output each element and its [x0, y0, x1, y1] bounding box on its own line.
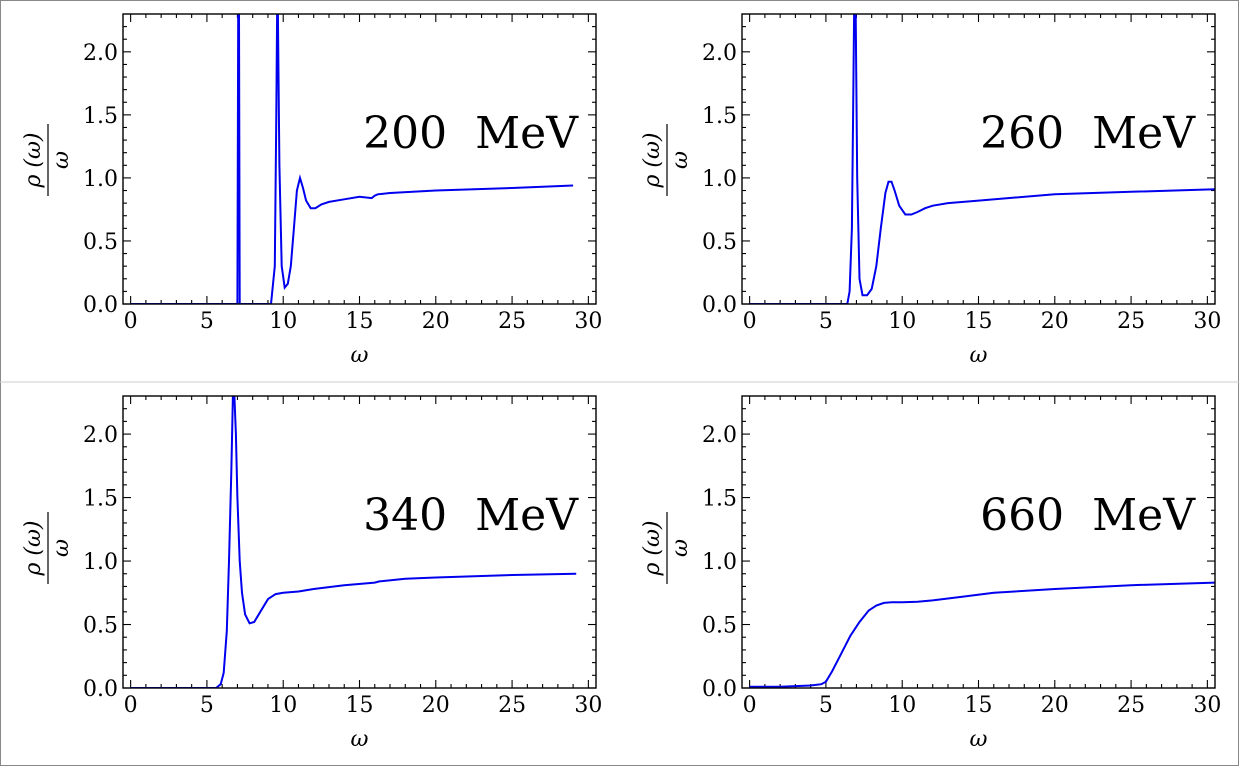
x-tick-label: 5	[819, 693, 833, 718]
temperature-label: 200 MeV	[363, 108, 579, 159]
x-tick-label: 15	[965, 309, 993, 334]
y-label-denominator: ω	[49, 539, 74, 557]
x-tick-label: 10	[269, 309, 297, 334]
y-label-numerator: ρ (ω)	[21, 520, 46, 576]
x-tick-label: 20	[422, 693, 450, 718]
y-tick-label: 2.0	[702, 423, 737, 448]
y-axis-label: ρ (ω) ω	[640, 512, 693, 584]
x-axis-label: ω	[351, 343, 369, 368]
plot-frame	[741, 13, 1216, 305]
x-tick-label: 0	[124, 309, 138, 334]
x-tick-label: 10	[269, 693, 297, 718]
temperature-label: 340 MeV	[363, 490, 579, 541]
y-tick-label: 1.0	[702, 550, 737, 575]
x-tick-label: 0	[124, 693, 138, 718]
y-tick-label: 2.0	[83, 423, 118, 448]
y-tick-label: 0.0	[702, 677, 737, 702]
series-line	[130, 396, 577, 688]
y-tick-label: 0.5	[702, 614, 737, 639]
y-axis-label: ρ (ω) ω	[21, 124, 74, 196]
x-axis-label: ω	[970, 343, 988, 368]
y-tick-label: 1.0	[83, 550, 118, 575]
x-tick-label: 25	[1117, 309, 1145, 334]
y-tick-label: 1.0	[83, 167, 118, 192]
x-tick-label: 30	[1193, 309, 1221, 334]
y-tick-label: 0.5	[83, 614, 118, 639]
y-tick-label: 0.0	[83, 293, 118, 318]
series-line	[749, 581, 1215, 688]
y-tick-label: 1.5	[702, 487, 737, 512]
y-label-denominator: ω	[668, 151, 693, 169]
plot-frame	[741, 395, 1216, 689]
x-tick-label: 15	[346, 693, 374, 718]
x-tick-label: 0	[743, 309, 757, 334]
y-tick-label: 0.5	[702, 230, 737, 255]
x-tick-label: 5	[819, 309, 833, 334]
x-tick-label: 10	[888, 693, 916, 718]
x-tick-label: 30	[1193, 693, 1221, 718]
x-tick-label: 0	[743, 693, 757, 718]
y-label-denominator: ω	[668, 539, 693, 557]
x-tick-label: 20	[1041, 309, 1069, 334]
x-tick-label: 5	[200, 309, 214, 334]
temperature-label: 260 MeV	[980, 108, 1196, 159]
temperature-label: 660 MeV	[980, 490, 1196, 541]
y-tick-label: 0.5	[83, 230, 118, 255]
y-tick-label: 2.0	[702, 41, 737, 66]
x-tick-label: 20	[1041, 693, 1069, 718]
x-tick-label: 25	[1117, 693, 1145, 718]
y-label-numerator: ρ (ω)	[21, 132, 46, 188]
x-tick-label: 25	[498, 693, 526, 718]
x-tick-label: 10	[888, 309, 916, 334]
series-line	[749, 14, 1215, 304]
y-label-numerator: ρ (ω)	[640, 132, 665, 188]
y-label-numerator: ρ (ω)	[640, 520, 665, 576]
plot-frame	[122, 13, 597, 305]
y-tick-label: 1.5	[83, 487, 118, 512]
y-tick-label: 1.5	[702, 104, 737, 129]
x-axis-label: ω	[970, 727, 988, 752]
y-label-denominator: ω	[49, 151, 74, 169]
y-tick-label: 0.0	[83, 677, 118, 702]
x-tick-label: 15	[346, 309, 374, 334]
y-axis-label: ρ (ω) ω	[21, 512, 74, 584]
y-axis-label: ρ (ω) ω	[640, 124, 693, 196]
x-axis-label: ω	[351, 727, 369, 752]
plot-frame	[122, 395, 597, 689]
y-tick-label: 1.5	[83, 104, 118, 129]
y-tick-label: 0.0	[702, 293, 737, 318]
x-tick-label: 5	[200, 693, 214, 718]
x-tick-label: 30	[574, 309, 602, 334]
x-tick-label: 20	[422, 309, 450, 334]
y-tick-label: 2.0	[83, 41, 118, 66]
x-tick-label: 30	[574, 693, 602, 718]
series-line	[130, 14, 574, 304]
x-tick-label: 15	[965, 693, 993, 718]
y-tick-label: 1.0	[702, 167, 737, 192]
x-tick-label: 25	[498, 309, 526, 334]
